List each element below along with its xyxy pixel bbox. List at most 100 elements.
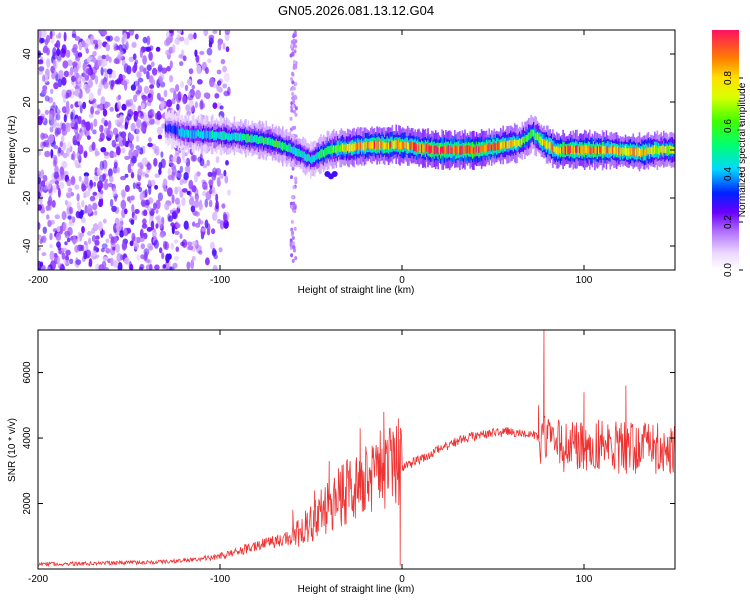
ridge-cell	[547, 140, 549, 149]
ridge-cell	[538, 133, 540, 143]
ridge-cell	[461, 145, 464, 154]
noise-cell	[198, 250, 203, 255]
ridge-cell	[562, 146, 564, 153]
noise-cell	[141, 157, 148, 166]
noise-cell	[197, 218, 201, 225]
noise-cell	[154, 184, 159, 190]
noise-cell	[38, 30, 42, 40]
noise-cell	[138, 187, 143, 193]
noise-cell	[215, 156, 220, 164]
noise-cell	[188, 68, 194, 75]
colorbar-tick-label: 0.0	[723, 263, 734, 277]
ridge-cell	[503, 141, 506, 149]
ridge-cell	[569, 145, 572, 154]
noise-cell	[114, 79, 120, 85]
noise-cell	[109, 150, 115, 159]
noise-cell	[65, 122, 71, 133]
ridge-cell	[466, 145, 469, 154]
noise-cell	[175, 84, 180, 92]
ridge-cell	[654, 145, 656, 154]
ridge-cell	[662, 145, 665, 153]
noise-cell	[167, 168, 171, 176]
ridge-cell	[213, 131, 215, 141]
ridge-cell	[348, 144, 350, 153]
spectrogram-y-ticks: -40 -20 0 20 40	[22, 48, 675, 253]
ridge-cell	[316, 152, 318, 160]
noise-cell	[143, 67, 147, 75]
noise-cell	[187, 241, 193, 246]
noise-cell	[61, 106, 67, 114]
noise-cell	[102, 173, 106, 180]
y-tick-label: 40	[22, 48, 33, 60]
noise-cell	[289, 243, 293, 248]
ridge-cell	[440, 147, 442, 155]
ridge-cell	[650, 147, 652, 155]
ridge-cell	[366, 141, 368, 149]
noise-cell	[159, 247, 163, 254]
y-tick-label: 2000	[22, 492, 33, 515]
ridge-cell	[287, 145, 289, 152]
noise-cell	[154, 264, 160, 270]
noise-cell	[64, 241, 68, 246]
snr-series-line	[38, 330, 675, 568]
noise-cell	[54, 43, 59, 48]
noise-cell	[156, 92, 161, 100]
noise-cell	[293, 226, 297, 231]
ridge-cell	[386, 140, 389, 149]
ridge-cell	[220, 131, 223, 141]
noise-cell	[60, 48, 66, 58]
noise-cell	[121, 80, 128, 86]
noise-cell	[176, 156, 182, 165]
ridge-cell	[559, 147, 562, 154]
noise-cell	[136, 254, 141, 261]
noise-cell	[141, 102, 145, 109]
noise-cell	[211, 171, 217, 181]
ridge-cell	[434, 145, 437, 155]
noise-cell	[212, 30, 218, 34]
noise-cell	[130, 171, 135, 179]
noise-cell	[191, 84, 195, 90]
ridge-cell	[274, 140, 276, 147]
noise-cell	[182, 95, 187, 105]
ridge-cell	[173, 125, 176, 134]
ridge-cell	[200, 129, 203, 138]
noise-cell	[157, 134, 163, 140]
ridge-cell	[375, 141, 377, 150]
noise-cell	[193, 200, 200, 208]
noise-cell	[224, 30, 231, 35]
noise-cell	[102, 108, 108, 117]
noise-cell	[197, 79, 203, 85]
noise-cell	[194, 222, 201, 228]
ridge-cell	[445, 145, 447, 154]
noise-cell	[143, 209, 148, 217]
ridge-cell	[255, 135, 257, 143]
noise-cell	[123, 38, 129, 43]
noise-cell	[211, 228, 216, 235]
noise-cell	[56, 108, 60, 114]
noise-cell	[82, 185, 87, 191]
noise-cell	[181, 188, 188, 193]
noise-cell	[49, 179, 56, 184]
noise-cell	[85, 48, 90, 54]
noise-cell	[173, 90, 177, 101]
noise-cell	[70, 176, 76, 186]
noise-cell	[181, 197, 186, 207]
ridge-cell	[646, 146, 648, 155]
noise-cell	[134, 33, 139, 40]
noise-cell	[293, 248, 296, 253]
noise-cell	[83, 250, 88, 260]
noise-cell	[206, 47, 213, 56]
noise-cell	[73, 47, 78, 57]
ridge-cell	[334, 145, 336, 153]
ridge-cell	[252, 135, 255, 143]
noise-cell	[83, 241, 88, 246]
ridge-cell	[543, 138, 545, 146]
ridge-cell	[641, 147, 643, 156]
ridge-cell	[172, 125, 174, 134]
ridge-cell	[517, 139, 520, 146]
noise-cell	[146, 226, 153, 232]
noise-cell	[194, 211, 200, 217]
ridge-cell	[404, 141, 406, 148]
noise-cell	[146, 64, 152, 71]
